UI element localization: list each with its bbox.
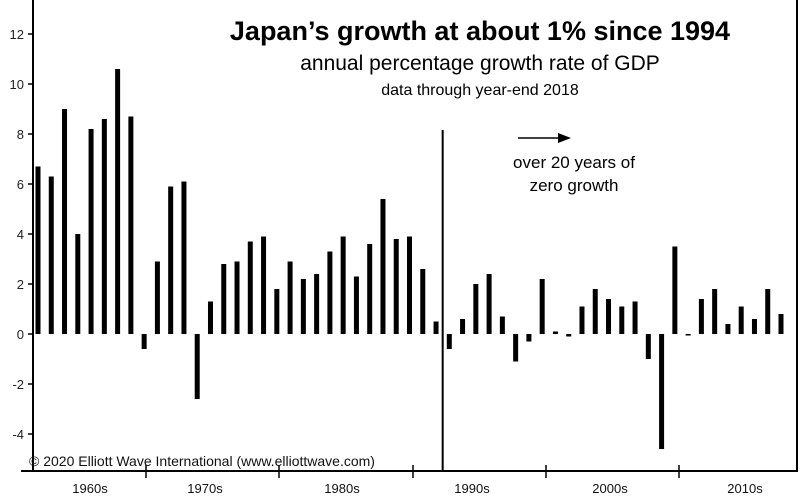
y-tick-label: 2 [17,277,24,292]
bar [579,306,585,334]
bar [712,289,718,334]
x-decade-label: 2010s [727,481,763,496]
bar [207,301,213,334]
bar [606,299,612,334]
bar [154,261,160,334]
bar [393,239,399,334]
x-decade-ticks: 1960s 1970s 1980s 1990s 2000s 2010s [72,465,763,496]
bar [194,334,200,399]
bar [340,236,346,334]
bar [353,276,359,334]
bar [566,334,572,337]
bar [168,186,174,334]
bar [460,319,466,334]
axes [21,0,798,472]
bar [632,301,638,334]
bar [725,324,731,334]
bar [659,334,665,449]
bar [300,279,306,334]
chart-title: Japan’s growth at about 1% since 1994 [230,16,730,46]
x-decade-label: 1960s [72,481,108,496]
annotation-line-2: zero growth [530,176,619,195]
x-decade-label: 2000s [592,481,628,496]
bar [698,299,704,334]
bar [35,166,41,334]
bar [765,289,771,334]
bar [48,176,54,334]
bar [645,334,651,359]
bar [738,306,744,334]
bar [101,119,107,334]
bar [778,314,784,334]
bar [619,306,625,334]
y-tick-label: -4 [12,427,24,442]
arrow-head-icon [558,133,571,143]
bar [433,321,439,334]
annotation-line-1: over 20 years of [513,153,635,172]
bar [247,241,253,334]
chart-note: data through year-end 2018 [381,82,579,99]
bar [499,316,505,334]
bar [261,236,267,334]
copyright: © 2020 Elliott Wave International (www.e… [29,453,375,469]
y-ticks: 12 10 8 6 4 2 0 -2 -4 [10,27,33,442]
x-decade-label: 1970s [187,481,223,496]
x-decade-label: 1980s [324,481,360,496]
bar [751,319,757,334]
bar [592,289,598,334]
bar [539,279,545,334]
y-tick-label: 12 [10,27,24,42]
bar [115,69,121,334]
bar [75,234,81,334]
chart-subtitle: annual percentage growth rate of GDP [300,52,660,75]
y-tick-label: 4 [17,227,24,242]
bars [35,69,784,449]
bar [407,236,412,334]
bar [685,334,691,336]
bar [473,284,479,334]
bar [287,261,293,334]
bar [327,251,333,334]
bar [314,274,320,334]
bar [513,334,519,362]
y-tick-label: 0 [17,327,24,342]
bar [380,199,386,334]
bar [141,334,147,349]
bar [446,334,452,349]
bar [181,181,187,334]
bar [672,246,678,334]
bar [88,129,94,334]
bar [234,261,240,334]
bar [526,334,532,342]
bar [128,116,134,334]
bar [420,269,426,334]
bar [274,289,280,334]
y-tick-label: 10 [10,77,24,92]
x-decade-label: 1990s [454,481,490,496]
y-tick-label: 8 [17,127,24,142]
bar [552,331,558,334]
y-tick-label: -2 [12,377,24,392]
y-tick-label: 6 [17,177,24,192]
bar [62,109,68,334]
bar [221,264,227,334]
bar [486,274,492,334]
bar [367,244,373,334]
